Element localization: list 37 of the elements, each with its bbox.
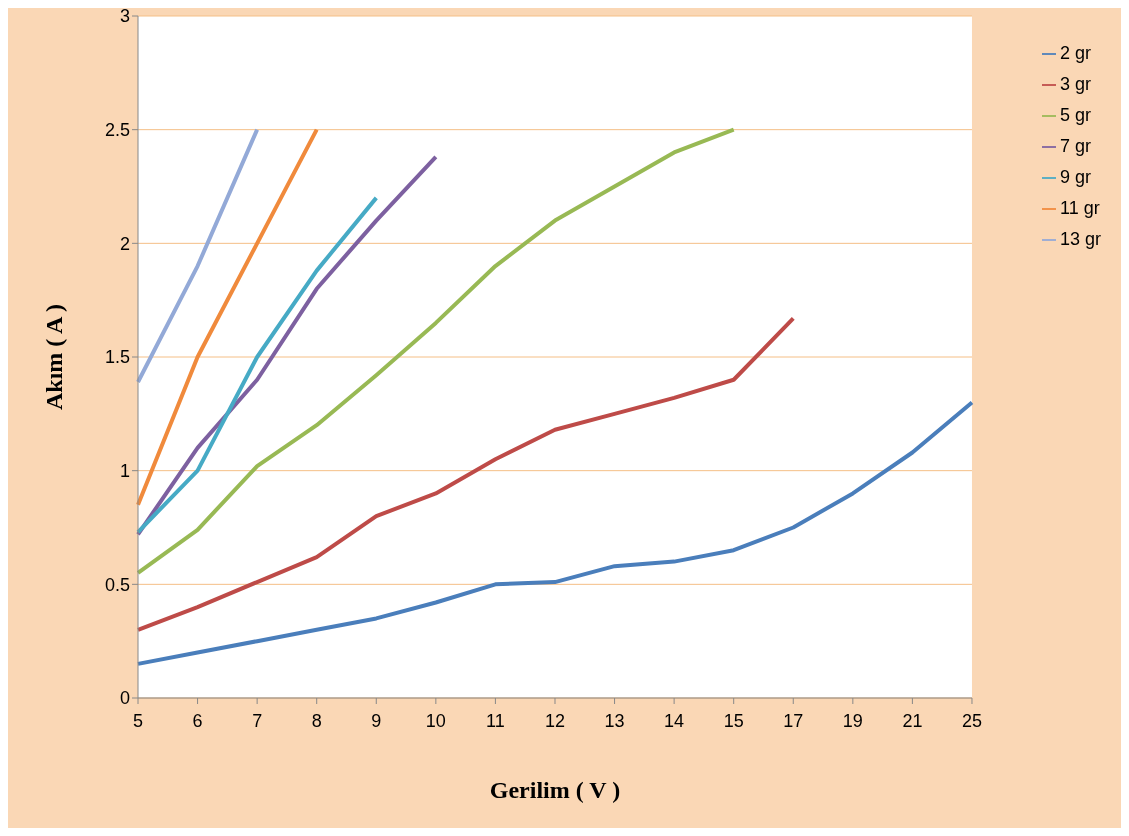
y-tick-label: 2.5: [104, 120, 130, 141]
x-tick-label: 21: [902, 710, 923, 731]
x-tick-label: 25: [961, 710, 982, 731]
line-series: [136, 127, 319, 507]
x-tick-label: 15: [723, 710, 744, 731]
line-series: [136, 400, 974, 666]
y-tick-label: 1: [119, 461, 130, 482]
y-tick-label: 0.5: [104, 574, 130, 595]
line-series: [136, 195, 379, 535]
legend-label: 13 gr: [1059, 229, 1101, 249]
x-tick-label: 8: [311, 710, 322, 731]
y-axis-title: Akım ( A ): [40, 303, 67, 411]
x-tick-label: 5: [132, 710, 144, 731]
line-series: [136, 316, 796, 632]
legend-label: 2 gr: [1059, 43, 1091, 63]
legend-label: 3 gr: [1059, 74, 1091, 94]
legend-label: 7 gr: [1059, 136, 1091, 156]
legend-label: 9 gr: [1059, 167, 1091, 187]
y-tick-label: 0: [119, 688, 130, 709]
x-tick-label: 12: [544, 710, 565, 731]
x-tick-label: 13: [604, 710, 625, 731]
y-tick-label: 3: [119, 6, 130, 27]
x-tick-label: 17: [783, 710, 804, 731]
x-tick-label: 7: [252, 710, 263, 731]
line-series: [136, 154, 438, 537]
x-tick-label: 6: [192, 710, 203, 731]
y-tick-label: 1.5: [104, 347, 130, 368]
x-axis-title: Gerilim ( V ): [489, 777, 621, 803]
legend-label: 11 gr: [1059, 198, 1100, 218]
x-tick-label: 11: [486, 710, 505, 731]
x-tick-label: 14: [664, 710, 685, 731]
x-tick-label: 10: [425, 710, 446, 731]
y-tick-label: 2: [119, 233, 130, 254]
x-tick-label: 9: [371, 710, 382, 731]
line-series: [136, 127, 736, 575]
legend-label: 5 gr: [1059, 105, 1091, 125]
x-tick-label: 19: [842, 710, 863, 731]
